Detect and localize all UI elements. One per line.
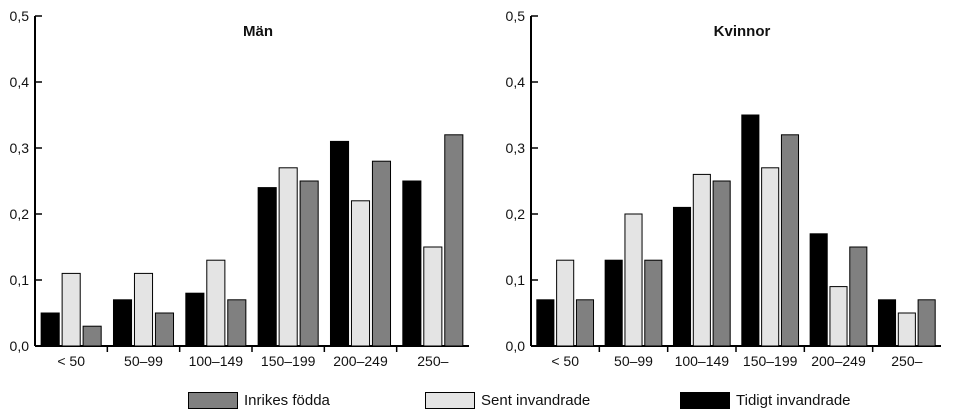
legend-item-sent: Sent invandrade (425, 392, 590, 409)
bar-chart-figure: 0,0 0,1 0,2 0,3 0,4 0,5 < 50 50–99 100–149 150–19… (10, 8, 941, 369)
bar-sent-invandrade (556, 259, 575, 347)
x-tick-label: 100–149 (189, 353, 244, 369)
legend-swatch-tidigt (680, 392, 730, 409)
legend-item-inrikes: Inrikes födda (188, 392, 330, 409)
bar-sent-invandrade (692, 173, 711, 347)
bar-sent-invandrade (278, 167, 298, 347)
bar-inrikes-fdda (227, 299, 247, 347)
bar-inrikes-fdda (780, 134, 800, 347)
y-tick-label: 0,1 (506, 272, 526, 288)
bar-sent-invandrade (829, 286, 848, 347)
bar-inrikes-fdda (371, 160, 392, 347)
bar-inrikes-fdda (575, 299, 595, 347)
y-tick-label: 0,5 (10, 8, 30, 24)
x-tick-label: < 50 (57, 353, 85, 369)
x-tick-label: 150–199 (261, 353, 316, 369)
bar-tidigt-invandrade (741, 114, 760, 347)
bar-sent-invandrade (61, 272, 81, 347)
legend-label-sent: Sent invandrade (481, 392, 591, 409)
bar-sent-invandrade (761, 167, 780, 347)
bar-tidigt-invandrade (672, 206, 692, 347)
y-tick-label: 0,4 (10, 74, 30, 90)
y-tick-label: 0,0 (10, 338, 30, 354)
bar-inrikes-fdda (849, 246, 868, 347)
bar-inrikes-fdda (154, 312, 175, 347)
bar-tidigt-invandrade (536, 299, 555, 347)
chart-panel-kvinnor: 0,0 0,1 0,2 0,3 0,4 0,5 < 50 50–99 100–149 150–19… (506, 8, 941, 369)
bar-inrikes-fdda (712, 180, 731, 347)
bar-inrikes-fdda (644, 259, 663, 347)
x-tick-label: 100–149 (675, 353, 730, 369)
bar-tidigt-invandrade (112, 299, 133, 347)
bar-sent-invandrade (350, 200, 371, 347)
chart-legend: Inrikes födda Sent invandrade Tidigt inv… (0, 392, 965, 419)
y-tick-label: 0,2 (506, 206, 526, 222)
bar-sent-invandrade (897, 312, 916, 347)
legend-label-inrikes: Inrikes födda (244, 392, 330, 409)
bar-tidigt-invandrade (329, 140, 350, 347)
bar-inrikes-fdda (299, 180, 319, 347)
bar-sent-invandrade (423, 246, 443, 347)
y-tick-label: 0,2 (10, 206, 30, 222)
legend-label-tidigt: Tidigt invandrade (736, 392, 851, 409)
chart-panel-man: 0,0 0,1 0,2 0,3 0,4 0,5 < 50 50–99 100–149 150–19… (10, 8, 469, 369)
y-tick-label: 0,0 (506, 338, 526, 354)
y-tick-label: 0,5 (506, 8, 526, 24)
bar-sent-invandrade (206, 259, 226, 347)
bar-tidigt-invandrade (877, 299, 897, 347)
bar-tidigt-invandrade (604, 259, 623, 347)
x-tick-label: 150–199 (743, 353, 798, 369)
legend-swatch-sent (425, 392, 475, 409)
bar-tidigt-invandrade (185, 292, 205, 347)
bar-sent-invandrade (624, 213, 643, 347)
bar-tidigt-invandrade (257, 187, 277, 347)
x-tick-label: 50–99 (124, 353, 163, 369)
bar-inrikes-fdda (444, 134, 464, 347)
x-tick-label: 250– (417, 353, 448, 369)
bar-tidigt-invandrade (402, 180, 422, 347)
y-tick-label: 0,4 (506, 74, 526, 90)
bar-sent-invandrade (133, 272, 154, 347)
y-tick-label: 0,3 (10, 140, 30, 156)
bar-inrikes-fdda (917, 299, 936, 347)
x-tick-label: 200–249 (333, 353, 388, 369)
y-tick-label: 0,1 (10, 272, 30, 288)
x-tick-label: 200–249 (811, 353, 866, 369)
bar-tidigt-invandrade (40, 312, 60, 347)
bar-tidigt-invandrade (809, 233, 828, 347)
y-tick-label: 0,3 (506, 140, 526, 156)
legend-swatch-inrikes (188, 392, 238, 409)
x-tick-label: 50–99 (614, 353, 653, 369)
legend-item-tidigt: Tidigt invandrade (680, 392, 851, 409)
chart-title: Kvinnor (714, 23, 771, 40)
bar-inrikes-fdda (82, 325, 102, 347)
x-tick-label: < 50 (551, 353, 579, 369)
x-tick-label: 250– (891, 353, 922, 369)
chart-title: Män (243, 23, 273, 40)
